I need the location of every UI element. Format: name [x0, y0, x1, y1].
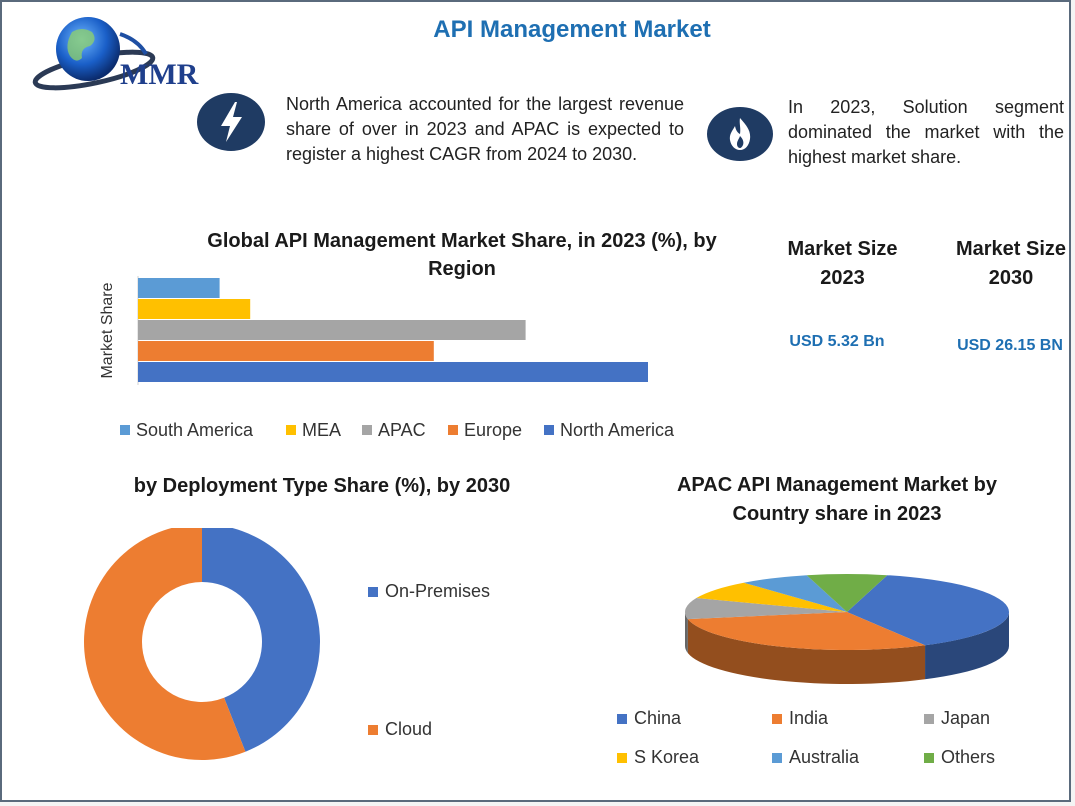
legend-swatch	[924, 752, 934, 763]
legend-label: On-Premises	[385, 581, 491, 601]
legend-label: North America	[560, 420, 675, 440]
legend-swatch	[368, 724, 378, 735]
legend-label: Others	[941, 747, 996, 767]
legend-label: APAC	[378, 420, 426, 440]
logo-text: MMR	[120, 58, 199, 91]
legend-on-premises: On-Premises	[368, 581, 490, 602]
legend-apac: APAC	[362, 420, 426, 440]
donut-slice-cloud	[84, 528, 246, 760]
mmr-logo: MMR	[32, 17, 199, 91]
legend-label: China	[634, 708, 682, 728]
bar-mea	[138, 299, 251, 319]
legend-others: Others	[924, 747, 995, 768]
legend-china: China	[617, 708, 681, 729]
legend-north-america: North America	[544, 420, 675, 440]
pie-chart-title: APAC API Management Market by Country sh…	[676, 474, 998, 525]
legend-india: India	[772, 708, 828, 729]
bar-europe	[138, 341, 434, 361]
legend-label: South America	[136, 420, 254, 440]
donut-chart-title: by Deployment Type Share (%), by 2030	[133, 475, 511, 497]
legend-swatch	[362, 425, 372, 435]
legend-south-america: South America	[120, 420, 254, 440]
globe-icon	[56, 17, 120, 81]
pie-slice-s-korea	[696, 582, 847, 612]
pie-side-india	[687, 619, 926, 684]
info-text-segment: In 2023, Solution segment dominated the …	[788, 97, 1064, 167]
pie-slice-japan	[685, 598, 847, 620]
page-title: API Management Market	[433, 16, 711, 43]
market-size-2023-title: Market Size 2023	[787, 238, 898, 289]
info-text-region: North America accounted for the largest …	[286, 94, 684, 164]
legend-label: Japan	[941, 708, 991, 728]
legend-swatch	[448, 425, 458, 435]
legend-label: S Korea	[634, 747, 700, 767]
logo-arc	[119, 32, 148, 56]
bar-apac	[138, 320, 526, 340]
pie-side-japan	[685, 612, 688, 654]
legend-label: Cloud	[385, 719, 433, 739]
legend-label: India	[789, 708, 829, 728]
legend-japan: Japan	[924, 708, 990, 729]
pie-side-china	[925, 612, 1009, 680]
donut-slice-on-premises	[202, 528, 321, 752]
legend-label: Australia	[789, 747, 860, 767]
pie-slice-china	[847, 575, 1009, 646]
legend-label: Europe	[464, 420, 522, 440]
bar-south-america	[138, 278, 220, 298]
legend-swatch	[544, 425, 554, 435]
legend-swatch	[772, 752, 782, 763]
legend-swatch	[617, 713, 627, 724]
legend-europe: Europe	[448, 420, 522, 440]
legend-mea: MEA	[286, 420, 341, 440]
bar-y-axis-label: Market Share	[99, 282, 116, 378]
flame-icon	[707, 107, 773, 161]
bar-chart-title: Global API Management Market Share, in 2…	[207, 230, 717, 280]
market-size-2030-value: USD 26.15 BN	[957, 337, 1063, 354]
legend-swatch	[924, 713, 934, 724]
globe-land	[67, 29, 95, 61]
deployment-donut-chart	[84, 528, 321, 760]
legend-swatch	[286, 425, 296, 435]
lightning-bolt-icon	[197, 93, 265, 151]
bar-north-america	[138, 362, 648, 382]
pie-slice-india	[687, 612, 926, 650]
legend-label: MEA	[302, 420, 341, 440]
legend-swatch	[120, 425, 130, 435]
legend-swatch	[772, 713, 782, 724]
legend-cloud: Cloud	[368, 719, 432, 740]
region-bar-chart: Market Share South America MEA APAC Europe N…	[99, 276, 675, 440]
country-pie-chart	[685, 574, 1009, 684]
legend-swatch	[368, 586, 378, 597]
legend-swatch	[617, 752, 627, 763]
legend-s-korea: S Korea	[617, 747, 699, 768]
pie-slice-others	[806, 574, 888, 612]
legend-australia: Australia	[772, 747, 859, 768]
market-size-2030-title: Market Size 2030	[955, 238, 1067, 289]
market-size-2023-value: USD 5.32 Bn	[789, 333, 885, 350]
pie-slice-australia	[743, 575, 847, 612]
